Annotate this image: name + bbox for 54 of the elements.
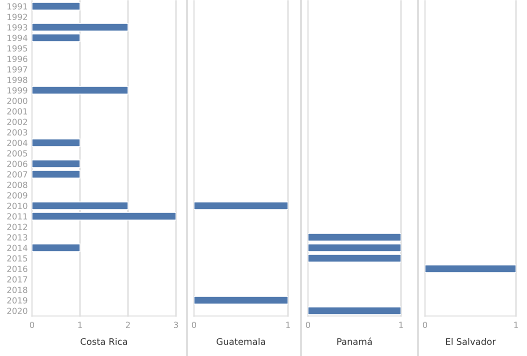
x-axis-title: Panamá (337, 338, 372, 345)
y-tick-label: 2020 (7, 308, 28, 314)
y-tick-label: 2002 (7, 118, 27, 126)
y-tick-label: 2003 (7, 129, 28, 136)
y-tick-label: 2019 (7, 297, 28, 304)
y-tick-label: 1996 (8, 56, 28, 62)
y-tick-label: 1995 (8, 45, 28, 52)
y-tick-label: 2000 (7, 98, 28, 104)
x-tick-label: 1 (514, 322, 518, 328)
x-axis-title: El Salvador (446, 338, 496, 345)
x-tick-label: 1 (399, 322, 403, 328)
y-tick-label: 2009 (7, 192, 28, 199)
bar (32, 86, 128, 94)
y-tick-label: 2016 (7, 266, 28, 272)
y-tick-label: 2011 (7, 213, 28, 220)
y-tick-label: 2015 (7, 255, 28, 262)
y-tick-label: 2014 (7, 244, 28, 252)
x-axis-title: Guatemala (216, 338, 266, 345)
bar (32, 170, 80, 178)
bar (32, 23, 128, 32)
x-tick-label: 2 (126, 322, 130, 328)
y-tick-label: 2001 (7, 108, 28, 115)
y-tick-label: 2005 (7, 150, 28, 157)
y-tick-label: 2007 (7, 171, 28, 178)
y-tick-label: 2012 (7, 224, 27, 230)
bar (32, 138, 80, 147)
bar (32, 34, 80, 42)
y-tick-label: 2004 (7, 140, 28, 146)
y-tick-label: 1999 (8, 87, 28, 94)
y-tick-label: 1994 (8, 34, 28, 42)
y-tick-label: 1997 (8, 66, 28, 73)
x-tick-label: 3 (174, 322, 178, 328)
x-axis-title: Costa Rica (80, 338, 128, 345)
y-tick-label: 1998 (8, 76, 28, 84)
y-tick-label: 2006 (7, 160, 28, 168)
y-tick-label: 1991 (8, 3, 28, 10)
x-tick-label: 0 (422, 322, 428, 328)
x-tick-label: 0 (306, 322, 310, 328)
bar (32, 202, 128, 210)
bar (32, 160, 80, 168)
bar (32, 244, 80, 252)
y-tick-label: 2013 (7, 234, 28, 241)
y-tick-label: 1992 (8, 14, 27, 20)
y-tick-label: 2018 (7, 286, 28, 294)
y-tick-label: 1993 (8, 24, 28, 31)
y-tick-label: 2017 (7, 276, 28, 283)
y-tick-label: 2008 (7, 182, 28, 188)
x-tick-label: 1 (286, 322, 290, 328)
y-tick-label: 2010 (7, 202, 28, 210)
x-tick-label: 0 (192, 322, 196, 328)
bar (32, 2, 80, 10)
x-tick-label: 0 (30, 322, 34, 328)
bar (32, 212, 176, 220)
x-tick-label: 1 (78, 322, 82, 328)
